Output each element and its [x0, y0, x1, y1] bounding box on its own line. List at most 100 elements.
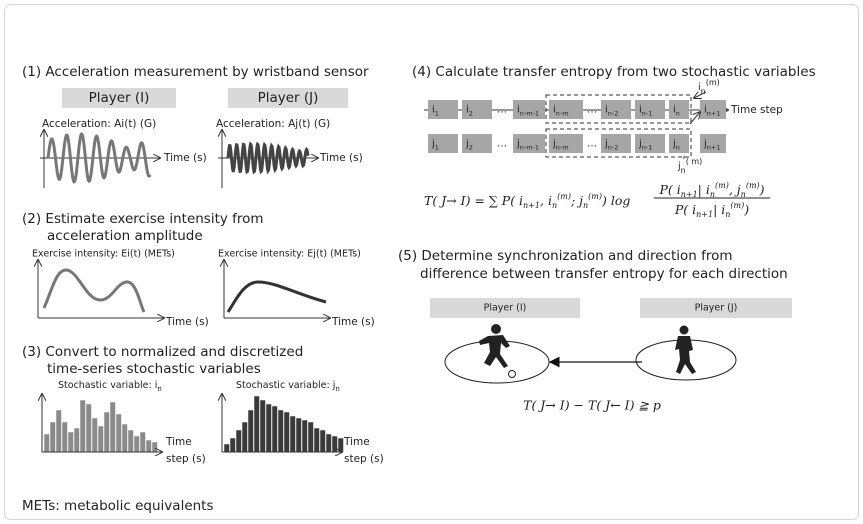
hist-bar — [86, 404, 92, 452]
player-label: Player (J) — [695, 303, 738, 314]
text-run: , j — [729, 182, 741, 197]
hist-bar — [332, 436, 338, 452]
hist-bar — [110, 402, 116, 452]
cell-label: … — [587, 139, 597, 150]
player-icon — [675, 326, 696, 375]
hist-bar — [314, 428, 320, 452]
text-run: P( i — [658, 182, 680, 197]
time-step-label: Time step — [730, 104, 783, 116]
hist-bar — [320, 430, 326, 452]
hist-bar — [68, 432, 74, 452]
cell-index: 2 — [469, 110, 473, 118]
cell-index: n-m — [556, 110, 569, 118]
formula: T( J→ I) − T( J← I) ≧ p — [523, 398, 661, 413]
hist-bar — [56, 410, 62, 452]
cell-index: 1 — [435, 110, 439, 118]
hist-bar — [266, 404, 272, 452]
axis-label: Acceleration: Ai(t) (G) — [42, 118, 156, 130]
footnote: METs: metabolic equivalents — [22, 498, 214, 514]
panel-title: (2) Estimate exercise intensity from — [22, 211, 264, 227]
curve — [228, 282, 326, 312]
superscript: (m) — [715, 181, 729, 190]
text-run: ) — [759, 182, 765, 197]
subscript: n — [741, 190, 746, 199]
hist-bar — [80, 400, 86, 452]
text-run: | i — [698, 182, 710, 197]
hist-bar — [284, 412, 290, 452]
hist-bar — [128, 430, 134, 452]
cell-index: n-2 — [608, 144, 619, 152]
subscript: n — [583, 201, 588, 210]
axis-label: Stochastic variable: jn — [236, 380, 340, 394]
hist-bar — [44, 434, 50, 452]
hist-bar — [326, 434, 332, 452]
cell-index: n-m-1 — [520, 144, 539, 152]
cell-var: … — [587, 105, 597, 116]
hist-bar — [134, 436, 140, 452]
axis-label: Exercise intensity: Ei(t) (METs) — [32, 249, 175, 260]
hist-bar — [230, 438, 236, 452]
superscript: ( m) — [686, 157, 703, 166]
superscript: (m) — [706, 78, 720, 87]
hist-bar — [302, 420, 308, 452]
hist-bar — [248, 410, 254, 452]
axis-label: step (s) — [344, 453, 384, 465]
axis-label: Stochastic variable: in — [58, 380, 162, 394]
hist-bar — [116, 414, 122, 452]
cell-var: … — [497, 139, 507, 150]
hist-bar — [50, 422, 56, 452]
axis-label: Time — [343, 436, 370, 448]
hist-bar — [74, 428, 80, 452]
axis-label: Time — [165, 436, 192, 448]
text-run: ; j — [570, 193, 583, 208]
subscript: n+1 — [681, 190, 698, 199]
superscript: (m) — [746, 181, 760, 190]
diagram: (1) Acceleration measurement by wristban… — [0, 0, 863, 524]
cell-var: … — [497, 105, 507, 116]
cell-index: n-m-1 — [520, 110, 539, 118]
superscript: (m) — [557, 192, 571, 201]
axis-label: Time (s) — [163, 152, 207, 164]
formula: P( in+1| in(m), jn(m)) — [658, 181, 764, 199]
cell-index: 2 — [469, 144, 473, 152]
axis-label: Time (s) — [165, 316, 209, 328]
cell-index: n+1 — [707, 110, 721, 118]
player-label: Player (J) — [258, 90, 319, 106]
subscript: n — [725, 210, 730, 219]
cell-index: 1 — [435, 144, 439, 152]
hist-bar — [224, 444, 230, 452]
text-run: | i — [713, 202, 725, 217]
curve — [44, 270, 144, 312]
panel-title: (5) Determine synchronization and direct… — [398, 248, 733, 264]
text-run: , i — [540, 193, 552, 208]
cell-label: … — [497, 139, 507, 150]
hist-bar — [92, 418, 98, 452]
subscript: n+1 — [696, 210, 713, 219]
histogram — [224, 396, 344, 452]
cell-label: … — [497, 105, 507, 116]
subscript: n+1 — [523, 201, 540, 210]
player-icon — [479, 324, 516, 378]
hist-bar — [242, 422, 248, 452]
cell-index: n-2 — [608, 110, 619, 118]
histogram — [44, 400, 158, 452]
panel-title: (1) Acceleration measurement by wristban… — [22, 64, 369, 80]
hist-bar — [236, 430, 242, 452]
hist-bar — [260, 400, 266, 452]
formula: P( in+1| in(m)) — [674, 201, 749, 219]
panel-title: (3) Convert to normalized and discretize… — [22, 344, 303, 360]
cell-index: n — [676, 144, 680, 152]
player-label: Player (I) — [484, 303, 527, 314]
hist-bar — [98, 426, 104, 452]
hist-bar — [338, 438, 344, 452]
hist-bar — [152, 442, 158, 452]
axis-label: Time (s) — [319, 152, 363, 164]
hist-bar — [290, 416, 296, 452]
cell-index: n+1 — [707, 144, 721, 152]
axis-label: Exercise intensity: Ej(t) (METs) — [218, 249, 361, 260]
formula: T( J→ I) = ∑ P( in+1, in(m); jn(m)) log — [424, 192, 630, 210]
axis-label: step (s) — [166, 453, 206, 465]
panel-title: acceleration amplitude — [47, 228, 203, 244]
subscript: n — [710, 190, 715, 199]
